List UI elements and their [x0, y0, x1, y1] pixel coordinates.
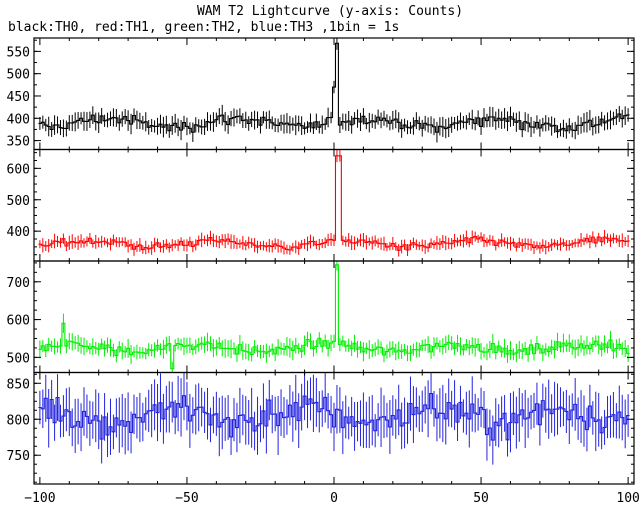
y-tick-label: 750 [7, 449, 30, 464]
series-2 [38, 261, 630, 373]
y-tick-label: 450 [7, 90, 30, 105]
y-tick-label: 700 [7, 276, 30, 291]
step-line [38, 264, 630, 370]
step-line [38, 393, 630, 441]
panel-1: 400 500 600 [7, 148, 635, 262]
panels-group: 350 400 450 500 550 400 500 600 500 600 700 750 800 8… [7, 37, 635, 485]
x-tick-label: 50 [473, 491, 489, 505]
y-tick-label: 800 [7, 413, 30, 428]
panel-0: 350 400 450 500 550 [7, 37, 635, 151]
y-tick-label: 550 [7, 45, 30, 60]
y-tick-label: 500 [7, 351, 30, 366]
y-tick-label: 400 [7, 225, 30, 240]
x-tick-label: 100 [616, 491, 639, 505]
x-tick-label: −100 [24, 491, 55, 505]
y-tick-label: 600 [7, 162, 30, 177]
series-3 [38, 372, 630, 465]
panel-frame [33, 37, 635, 151]
panel-2: 500 600 700 [7, 260, 635, 374]
y-tick-label: 350 [7, 135, 30, 150]
y-tick-label: 500 [7, 68, 30, 83]
series-0 [38, 38, 630, 143]
series-1 [38, 149, 630, 257]
step-line [38, 42, 630, 133]
panel-frame [33, 260, 635, 374]
y-tick-label: 850 [7, 377, 30, 392]
chart-subtitle: black:TH0, red:TH1, green:TH2, blue:TH3 … [8, 20, 399, 35]
y-tick-label: 600 [7, 314, 30, 329]
chart-title: WAM T2 Lightcurve (y-axis: Counts) [197, 4, 463, 19]
x-tick-label: 0 [330, 491, 338, 505]
y-tick-label: 400 [7, 112, 30, 127]
step-line [38, 155, 630, 251]
panel-3: 750 800 850 [7, 371, 635, 485]
x-tick-label: −50 [175, 491, 198, 505]
x-axis-labels: −100 −50 0 50 100 [24, 491, 640, 505]
y-tick-label: 500 [7, 194, 30, 209]
